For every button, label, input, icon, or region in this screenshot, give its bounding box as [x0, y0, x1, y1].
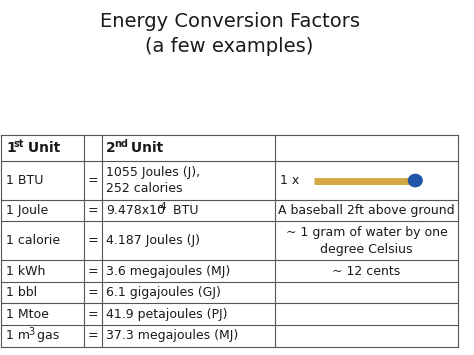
Text: 3: 3 — [28, 327, 34, 337]
Text: 1 Joule: 1 Joule — [6, 204, 48, 217]
Text: 37.3 megajoules (MJ): 37.3 megajoules (MJ) — [106, 329, 238, 342]
Text: 1 x: 1 x — [280, 174, 299, 187]
Text: 1: 1 — [6, 141, 16, 155]
Text: 3.6 megajoules (MJ): 3.6 megajoules (MJ) — [106, 264, 231, 278]
Text: gas: gas — [33, 329, 60, 342]
Text: 1 m: 1 m — [6, 329, 30, 342]
Text: =: = — [87, 286, 98, 299]
Text: 1 BTU: 1 BTU — [6, 174, 43, 187]
Text: 1 Mtoe: 1 Mtoe — [6, 308, 49, 321]
Text: =: = — [87, 264, 98, 278]
Text: =: = — [87, 329, 98, 342]
Text: 6.1 gigajoules (GJ): 6.1 gigajoules (GJ) — [106, 286, 221, 299]
Text: 41.9 petajoules (PJ): 41.9 petajoules (PJ) — [106, 308, 228, 321]
Text: ~ 12 cents: ~ 12 cents — [332, 264, 401, 278]
Text: 9.478x10: 9.478x10 — [106, 204, 165, 217]
Text: 1 kWh: 1 kWh — [6, 264, 46, 278]
Text: nd: nd — [114, 138, 128, 149]
Text: -4: -4 — [157, 202, 167, 212]
Ellipse shape — [409, 174, 422, 187]
Text: =: = — [87, 204, 98, 217]
Text: 1 calorie: 1 calorie — [6, 234, 60, 247]
Text: 2: 2 — [106, 141, 116, 155]
Text: 4.187 Joules (J): 4.187 Joules (J) — [106, 234, 201, 247]
Text: Unit: Unit — [23, 141, 61, 155]
Text: A baseball 2ft above ground: A baseball 2ft above ground — [278, 204, 455, 217]
Text: =: = — [87, 308, 98, 321]
Text: 1055 Joules (J),
252 calories: 1055 Joules (J), 252 calories — [106, 166, 201, 195]
Text: ~ 1 gram of water by one
degree Celsius: ~ 1 gram of water by one degree Celsius — [286, 226, 447, 256]
Text: Energy Conversion Factors
(a few examples): Energy Conversion Factors (a few example… — [100, 12, 360, 56]
Text: st: st — [13, 138, 24, 149]
Text: BTU: BTU — [169, 204, 199, 217]
Text: =: = — [87, 234, 98, 247]
Text: 1 bbl: 1 bbl — [6, 286, 37, 299]
Text: Unit: Unit — [126, 141, 163, 155]
Text: =: = — [87, 174, 98, 187]
